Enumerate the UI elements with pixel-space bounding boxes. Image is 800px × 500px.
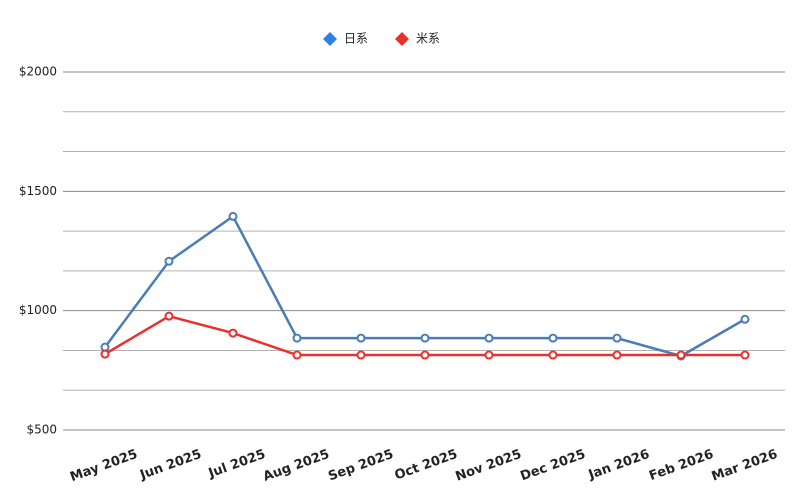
data-point (420, 333, 430, 343)
x-tick-label: Mar 2026 (710, 447, 780, 485)
data-point (548, 350, 558, 360)
legend-label: 日系 (344, 32, 368, 46)
data-point (740, 314, 750, 324)
data-point (356, 350, 366, 360)
data-point (740, 350, 750, 360)
x-tick-label: Nov 2025 (454, 447, 524, 485)
data-point (484, 350, 494, 360)
x-tick-label: May 2025 (68, 447, 139, 485)
x-tick-label: Sep 2025 (326, 447, 395, 484)
x-tick-label: Jul 2025 (206, 447, 268, 482)
y-tick-label: $1500 (19, 184, 57, 198)
data-point (228, 211, 238, 221)
data-point (612, 350, 622, 360)
data-point (356, 333, 366, 343)
x-tick-label: Aug 2025 (261, 447, 331, 485)
x-tick-label: Dec 2025 (519, 447, 588, 484)
data-point (228, 328, 238, 338)
legend-label: 米系 (416, 32, 440, 46)
data-point (292, 350, 302, 360)
data-point (292, 333, 302, 343)
x-tick-label: Jun 2025 (137, 447, 203, 483)
legend-marker (323, 32, 337, 46)
data-point (420, 350, 430, 360)
x-tick-label: Feb 2026 (647, 447, 715, 484)
x-tick-label: Oct 2025 (393, 447, 460, 484)
data-point (164, 311, 174, 321)
data-point (164, 256, 174, 266)
data-point (484, 333, 494, 343)
y-tick-label: $1000 (19, 303, 57, 317)
y-tick-label: $2000 (19, 65, 57, 79)
data-point (100, 349, 110, 359)
data-point (548, 333, 558, 343)
y-tick-label: $500 (26, 423, 57, 437)
data-point (612, 333, 622, 343)
x-tick-label: Jan 2026 (586, 447, 652, 483)
data-point (676, 350, 686, 360)
legend-marker (395, 32, 409, 46)
